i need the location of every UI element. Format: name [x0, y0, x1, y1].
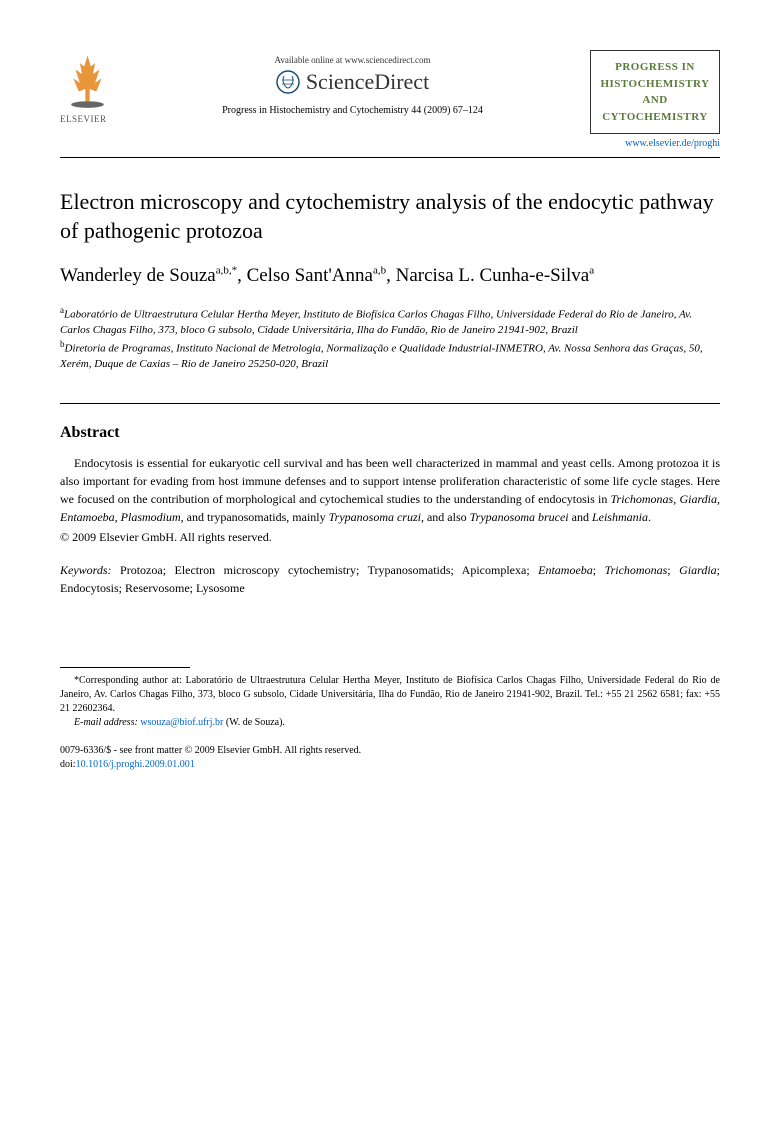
- author-3: , Narcisa L. Cunha-e-Silva: [386, 265, 589, 286]
- journal-box-line2: HISTOCHEMISTRY: [597, 76, 713, 93]
- keywords-block: Keywords: Protozoa; Electron microscopy …: [60, 561, 720, 597]
- publisher-name: ELSEVIER: [60, 114, 107, 124]
- email-label: E-mail address:: [74, 717, 138, 728]
- author-2-sup: a,b: [373, 265, 386, 277]
- keywords-text: Protozoa; Electron microscopy cytochemis…: [60, 563, 720, 595]
- author-3-sup: a: [589, 265, 594, 277]
- platform-brand: ScienceDirect: [115, 69, 590, 95]
- abstract-text: Endocytosis is essential for eukaryotic …: [60, 454, 720, 526]
- abstract-heading: Abstract: [60, 424, 720, 442]
- author-1: Wanderley de Souza: [60, 265, 216, 286]
- footnote-divider: [60, 667, 190, 668]
- journal-title-box: PROGRESS IN HISTOCHEMISTRY AND CYTOCHEMI…: [590, 50, 720, 134]
- journal-box-wrapper: PROGRESS IN HISTOCHEMISTRY AND CYTOCHEMI…: [590, 50, 720, 149]
- author-2: , Celso Sant'Anna: [237, 265, 373, 286]
- keywords-label: Keywords:: [60, 563, 112, 577]
- journal-box-line1: PROGRESS IN: [597, 59, 713, 76]
- header-center: Available online at www.sciencedirect.co…: [115, 50, 590, 116]
- citation-line: Progress in Histochemistry and Cytochemi…: [115, 105, 590, 116]
- abstract-copyright: © 2009 Elsevier GmbH. All rights reserve…: [60, 530, 720, 545]
- doi-label: doi:: [60, 759, 76, 770]
- email-author-name: (W. de Souza).: [223, 717, 285, 728]
- page-header: ELSEVIER Available online at www.science…: [60, 50, 720, 149]
- elsevier-logo: [60, 50, 115, 110]
- header-divider: [60, 157, 720, 158]
- doi-link[interactable]: 10.1016/j.proghi.2009.01.001: [76, 759, 195, 770]
- doi-line: doi:10.1016/j.proghi.2009.01.001: [60, 758, 720, 772]
- author-email-link[interactable]: wsouza@biof.ufrj.br: [140, 717, 223, 728]
- authors-block: Wanderley de Souzaa,b,*, Celso Sant'Anna…: [60, 263, 720, 290]
- affiliations-block: aLaboratório de Ultraestrutura Celular H…: [60, 304, 720, 373]
- article-title: Electron microscopy and cytochemistry an…: [60, 188, 720, 245]
- publisher-block: ELSEVIER: [60, 50, 115, 124]
- journal-box-line3: AND CYTOCHEMISTRY: [597, 92, 713, 125]
- author-1-sup: a,b,*: [216, 265, 237, 277]
- affiliation-a: Laboratório de Ultraestrutura Celular He…: [60, 308, 692, 335]
- journal-url-link[interactable]: www.elsevier.de/proghi: [590, 138, 720, 149]
- affiliation-b: Diretoria de Programas, Instituto Nacion…: [60, 343, 703, 370]
- issn-line: 0079-6336/$ - see front matter © 2009 El…: [60, 744, 720, 758]
- corresponding-author-footnote: *Corresponding author at: Laboratório de…: [60, 674, 720, 716]
- sciencedirect-icon: [276, 70, 300, 94]
- available-online-text: Available online at www.sciencedirect.co…: [115, 55, 590, 65]
- bottom-block: 0079-6336/$ - see front matter © 2009 El…: [60, 744, 720, 772]
- platform-name: ScienceDirect: [306, 69, 429, 95]
- abstract-top-divider: [60, 403, 720, 404]
- email-footnote: E-mail address: wsouza@biof.ufrj.br (W. …: [60, 716, 720, 730]
